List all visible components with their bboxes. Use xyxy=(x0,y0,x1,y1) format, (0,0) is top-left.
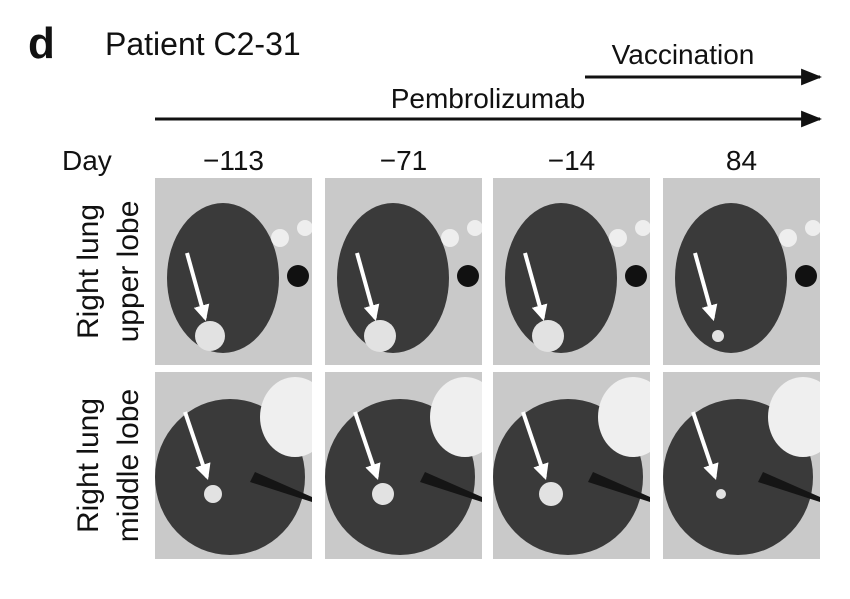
vessel xyxy=(609,229,627,247)
lung xyxy=(675,203,787,353)
treatment-label: Vaccination xyxy=(612,39,755,70)
lesion xyxy=(532,320,564,352)
lesion xyxy=(195,321,225,351)
pointer-arrow xyxy=(693,252,718,322)
pointer-arrow xyxy=(521,411,549,481)
pointer-arrow xyxy=(691,411,719,481)
bronchus xyxy=(758,472,820,502)
vessel xyxy=(635,220,650,236)
pointer-arrow xyxy=(183,411,211,481)
lesion xyxy=(539,482,563,506)
pointer-arrow xyxy=(523,252,548,322)
ct-image xyxy=(155,178,312,365)
vessel xyxy=(805,220,820,236)
ct-image xyxy=(493,372,650,559)
ct-content xyxy=(325,372,482,559)
heart xyxy=(430,377,482,457)
pointer-arrow xyxy=(355,252,380,322)
treatment-label: Pembrolizumab xyxy=(391,83,586,114)
ct-content xyxy=(663,178,820,365)
day-header: −71 xyxy=(380,145,428,176)
lesion xyxy=(712,330,724,342)
vessel xyxy=(297,220,312,236)
row-label: Right lung xyxy=(72,398,105,533)
ct-images xyxy=(155,178,820,559)
row-label: Right lung xyxy=(72,204,105,339)
lesion xyxy=(364,320,396,352)
bronchus xyxy=(588,472,650,502)
vessel xyxy=(441,229,459,247)
pointer-arrow xyxy=(185,252,210,322)
day-label: Day xyxy=(62,145,112,176)
ct-content xyxy=(325,178,482,365)
ct-content xyxy=(155,178,312,365)
airway xyxy=(287,265,309,287)
airway xyxy=(457,265,479,287)
row-label: upper lobe xyxy=(112,201,145,343)
heart xyxy=(598,377,650,457)
title: Patient C2-31 xyxy=(105,26,301,62)
lesion xyxy=(204,485,222,503)
day-header: 84 xyxy=(726,145,757,176)
bronchus xyxy=(420,472,482,502)
airway xyxy=(795,265,817,287)
vessel xyxy=(779,229,797,247)
ct-content xyxy=(155,372,312,559)
bronchus xyxy=(250,472,312,502)
ct-image xyxy=(155,372,312,559)
airway xyxy=(625,265,647,287)
ct-content xyxy=(663,372,820,559)
vessel xyxy=(271,229,289,247)
pointer-arrow xyxy=(353,411,381,481)
panel-label: d xyxy=(28,19,55,68)
row-label: middle lobe xyxy=(112,389,145,542)
heart xyxy=(260,377,312,457)
day-header: −14 xyxy=(548,145,596,176)
ct-image xyxy=(325,178,482,365)
ct-image xyxy=(493,178,650,365)
ct-content xyxy=(493,372,650,559)
lesion xyxy=(716,489,726,499)
heart xyxy=(768,377,820,457)
day-header: −113 xyxy=(203,145,264,176)
vessel xyxy=(467,220,482,236)
ct-image xyxy=(663,372,820,559)
ct-image xyxy=(325,372,482,559)
lesion xyxy=(372,483,394,505)
day-headers: −113 −71 −14 84 xyxy=(203,145,757,176)
ct-image xyxy=(663,178,820,365)
ct-content xyxy=(493,178,650,365)
